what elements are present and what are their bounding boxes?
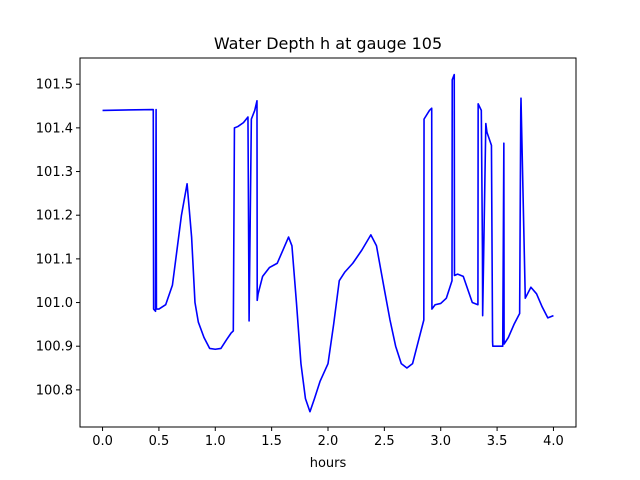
x-tick-label: 1.5: [261, 434, 282, 449]
y-tick-label: 101.4: [36, 121, 73, 136]
x-tick-label: 2.5: [374, 434, 395, 449]
x-axis-label: hours: [310, 456, 347, 471]
x-tick-label: 3.0: [430, 434, 451, 449]
x-tick-label: 0.5: [149, 434, 170, 449]
chart-title: Water Depth h at gauge 105: [214, 34, 442, 53]
y-axis-ticks: 100.8 100.9 101.0 101.1 101.2 101.3 101.4 101.5: [36, 78, 80, 398]
y-tick-label: 101.0: [36, 296, 73, 311]
x-tick-label: 2.0: [318, 434, 339, 449]
y-tick-label: 101.5: [36, 78, 73, 93]
series-line-0: [102, 73, 554, 413]
x-tick-label: 1.0: [205, 434, 226, 449]
x-axis-ticks: 0.0 0.5 1.0 1.5 2.0 2.5 3.0 3.5 4.0: [92, 427, 564, 449]
x-tick-label: 4.0: [543, 434, 564, 449]
plot-area: [102, 73, 554, 413]
y-tick-label: 101.1: [36, 252, 73, 267]
axes-frame: [79, 57, 577, 428]
y-tick-label: 101.3: [36, 165, 73, 180]
x-tick-label: 0.0: [92, 434, 113, 449]
x-tick-label: 3.5: [487, 434, 508, 449]
y-tick-label: 101.2: [36, 209, 73, 224]
y-tick-label: 100.8: [36, 383, 73, 398]
y-tick-label: 100.9: [36, 340, 73, 355]
